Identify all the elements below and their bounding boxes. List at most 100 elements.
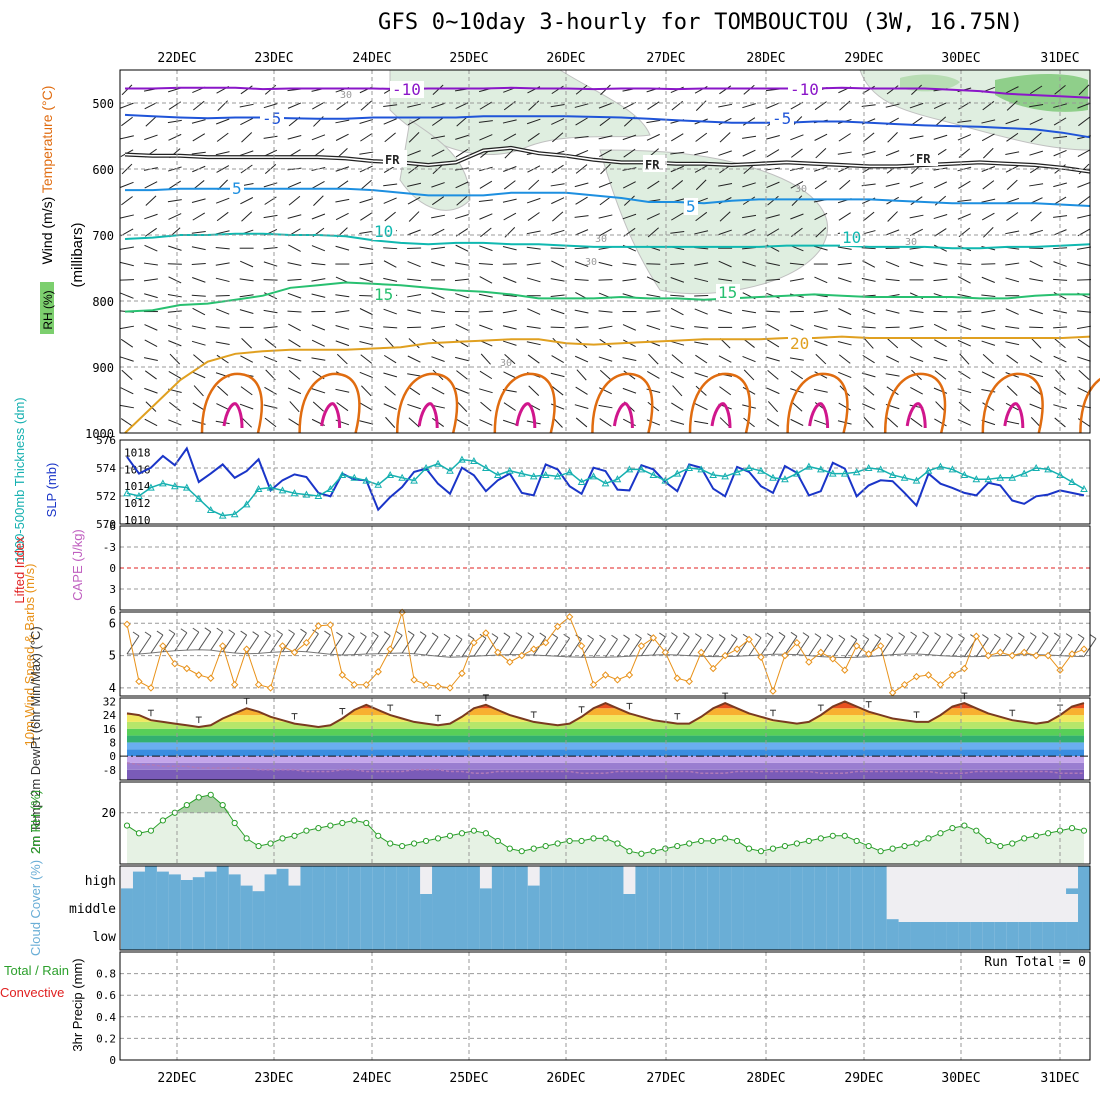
ylabel-cloud: Cloud Cover (%) bbox=[28, 860, 43, 956]
cloud-cell-low bbox=[707, 922, 720, 950]
wind-barb bbox=[551, 386, 564, 396]
cloud-cell-middle bbox=[228, 894, 242, 922]
thickness-point bbox=[159, 479, 167, 487]
cloud-cell-high bbox=[838, 866, 852, 894]
wind-barb bbox=[526, 246, 541, 250]
cloud-cell-low bbox=[695, 922, 708, 950]
wind-barb bbox=[287, 167, 302, 171]
wind-barb bbox=[814, 180, 827, 190]
cloud-cell-low bbox=[874, 922, 888, 950]
wind-barb bbox=[383, 354, 397, 364]
wind-barb bbox=[981, 119, 996, 124]
cloud-cell-bg bbox=[886, 866, 900, 894]
wind-barb-flag bbox=[527, 632, 535, 638]
wind-barb bbox=[694, 341, 709, 345]
rh-point bbox=[757, 848, 765, 855]
cloud-cell-middle bbox=[826, 894, 840, 922]
cloud-cell-low bbox=[216, 922, 230, 950]
wind-barb bbox=[456, 370, 468, 380]
wind-barb bbox=[1005, 197, 1020, 204]
temp-bands bbox=[127, 701, 1084, 780]
wind-barb bbox=[480, 401, 492, 412]
wind-barb bbox=[526, 325, 541, 329]
ylabel-temp2m-part: 2m Temp 2m DewPt (6hr Min/Max) (°C) bbox=[28, 626, 43, 853]
cloud-cell-low bbox=[228, 922, 242, 950]
wind-barb bbox=[622, 167, 637, 171]
cloud-cell-middle bbox=[432, 894, 445, 922]
wind-barb bbox=[217, 385, 229, 396]
thickness-point bbox=[781, 475, 789, 483]
cloud-cell-high bbox=[384, 866, 397, 894]
wind-barb-10m bbox=[724, 638, 738, 657]
thickness-point bbox=[446, 466, 454, 474]
wind-barb bbox=[837, 325, 852, 330]
isotherm-label-bg bbox=[260, 110, 284, 127]
cloud-cell-middle bbox=[132, 894, 146, 922]
thickness-point bbox=[230, 510, 239, 518]
wind-barb bbox=[192, 277, 206, 283]
wind-barb bbox=[576, 369, 587, 381]
wind-barb bbox=[766, 181, 780, 189]
wind-barb bbox=[335, 245, 350, 251]
wind-barb bbox=[909, 102, 924, 109]
rh-point bbox=[638, 850, 645, 857]
wind-barb bbox=[144, 387, 158, 394]
thickness-point bbox=[805, 462, 813, 470]
wind-barb bbox=[240, 355, 254, 363]
cloud-cell-high bbox=[659, 866, 672, 894]
wind-speed-point bbox=[230, 680, 239, 689]
thickness-point bbox=[1020, 469, 1029, 477]
wind-barb bbox=[335, 388, 350, 393]
temp-band bbox=[127, 728, 1084, 736]
wind-barb-10m bbox=[605, 638, 618, 658]
thickness-point bbox=[721, 472, 729, 480]
wind-barb-10m bbox=[856, 638, 870, 658]
wind-barb-flag bbox=[395, 630, 403, 636]
wind-barb bbox=[504, 227, 516, 238]
wind-speed-point bbox=[446, 684, 454, 692]
rh-point bbox=[925, 835, 932, 842]
wind-barb bbox=[191, 246, 206, 251]
cloud-cell-high bbox=[539, 866, 553, 894]
cloud-cell-middle bbox=[790, 894, 804, 922]
wind-barb bbox=[144, 244, 158, 252]
wind-barb bbox=[168, 340, 182, 347]
temp-band bbox=[127, 715, 1084, 722]
wind-barb-flag bbox=[587, 634, 594, 640]
thickness-point bbox=[864, 463, 873, 471]
thickness-point bbox=[206, 505, 215, 513]
wind-barb bbox=[766, 149, 780, 158]
cloud-cell-bg bbox=[946, 866, 959, 894]
rh-point bbox=[327, 822, 334, 829]
wind-barb bbox=[766, 323, 780, 332]
rh-point bbox=[793, 840, 801, 847]
wind-barb bbox=[789, 357, 804, 361]
isotherm-label-bg bbox=[914, 149, 938, 166]
y-tick-precip: 0.6 bbox=[96, 989, 116, 1002]
cloud-cell-middle bbox=[503, 894, 517, 922]
wind-barb-flag bbox=[551, 633, 558, 639]
wind-barb bbox=[120, 246, 134, 250]
wind-barb bbox=[1029, 355, 1043, 364]
rh-point bbox=[542, 842, 549, 850]
cloud-cell-low bbox=[587, 922, 601, 950]
wind-barb-flag bbox=[778, 631, 786, 637]
wind-barb bbox=[1053, 135, 1068, 139]
wind-barb bbox=[407, 229, 421, 236]
wind-barb bbox=[1029, 183, 1044, 187]
wind-barb bbox=[815, 227, 827, 238]
wind-barb bbox=[120, 181, 134, 188]
cloud-cell-high bbox=[707, 866, 720, 894]
wind-barb bbox=[312, 401, 324, 412]
cloud-cell-bg bbox=[934, 866, 947, 894]
panel-temp2m-frame bbox=[119, 697, 1091, 781]
temp-band bbox=[127, 742, 1084, 750]
wind-speed-point bbox=[1020, 648, 1028, 657]
wind-speed-point bbox=[685, 677, 693, 686]
wind-barb bbox=[982, 354, 994, 365]
wind-barb bbox=[335, 198, 350, 203]
wind-barb bbox=[241, 211, 253, 222]
wind-barb bbox=[911, 84, 922, 95]
wind-barb bbox=[239, 403, 254, 410]
cloud-cell-bg bbox=[1042, 866, 1055, 894]
